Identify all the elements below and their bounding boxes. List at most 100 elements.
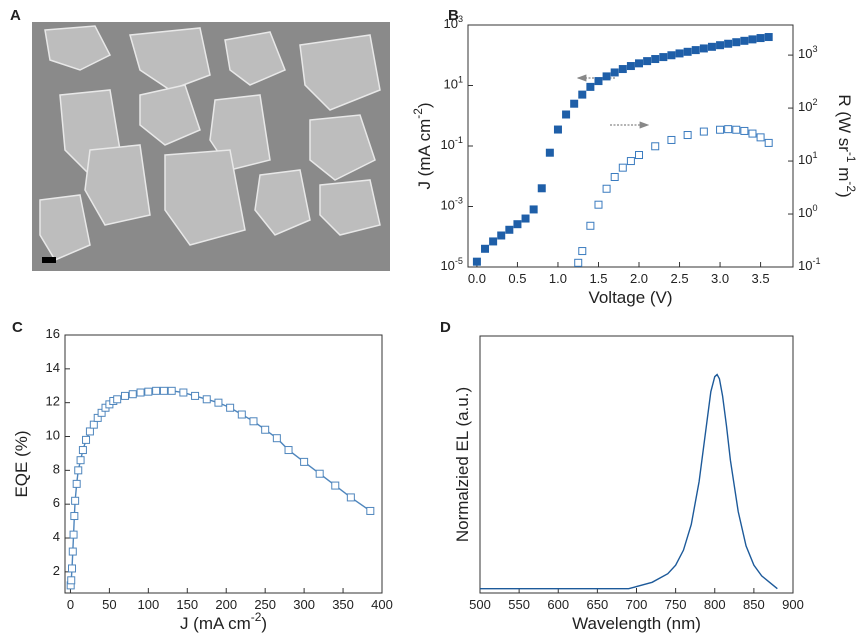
data-point [77,457,84,464]
data-point [717,42,724,49]
data-point [71,513,78,520]
data-point [611,69,618,76]
data-point [652,56,659,63]
y-axis-title: Normalzied EL (a.u.) [453,387,472,542]
data-point [749,130,756,137]
x-axis-title: Wavelength (nm) [572,614,701,633]
data-point [129,391,136,398]
data-point [595,78,602,85]
y-tick-label: 6 [53,496,60,511]
plot-frame [468,25,793,267]
data-point [473,258,480,265]
data-point [316,470,323,477]
data-point [627,158,634,165]
x-tick-label: 550 [508,597,530,612]
data-point [137,389,144,396]
data-point [490,238,497,245]
x-tick-label: 0 [67,597,74,612]
data-point [90,421,97,428]
data-point [575,259,582,266]
data-point [619,66,626,73]
data-point [227,404,234,411]
data-point [367,507,374,514]
data-point [563,111,570,118]
data-point [301,458,308,465]
data-point [652,143,659,150]
data-point [733,126,740,133]
data-point [72,497,79,504]
data-point [75,467,82,474]
data-point [238,411,245,418]
data-point [347,494,354,501]
data-point [70,531,77,538]
data-point [482,245,489,252]
data-point [538,185,545,192]
x-tick-label: 300 [293,597,315,612]
data-point [636,152,643,159]
data-point [579,248,586,255]
x-tick-label: 1.5 [589,271,607,286]
x-tick-label: 350 [332,597,354,612]
data-point [86,428,93,435]
data-point [114,396,121,403]
data-point [262,426,269,433]
data-point [765,34,772,41]
data-point [692,47,699,54]
data-point [69,565,76,572]
plot-frame [480,336,793,593]
y2-tick-label: 102 [798,97,818,114]
data-point [73,480,80,487]
data-point [660,54,667,61]
data-point [741,37,748,44]
y-tick-label: 101 [443,75,463,92]
data-point [192,392,199,399]
data-point [587,222,594,229]
data-point [668,52,675,59]
x-tick-label: 2.0 [630,271,648,286]
figure: AB0.00.51.01.52.02.53.03.510-510-310-110… [0,0,857,636]
data-point [514,221,521,228]
data-point [733,39,740,46]
x-tick-label: 3.0 [711,271,729,286]
data-point [627,63,634,70]
data-point [668,136,675,143]
y-axis-title: J (mA cm-2) [411,102,434,189]
y-tick-label: 10-3 [440,196,463,213]
data-point [180,389,187,396]
x-tick-label: 700 [626,597,648,612]
data-point [168,387,175,394]
data-point [546,149,553,156]
data-point [215,399,222,406]
data-point [749,36,756,43]
data-point [121,392,128,399]
data-point [203,396,210,403]
data-point [676,50,683,57]
data-point [145,388,152,395]
x-axis-title: Voltage (V) [588,288,672,307]
y-tick-label: 12 [46,394,60,409]
y2-tick-label: 10-1 [798,256,821,273]
data-point [700,45,707,52]
series-line [71,391,371,586]
data-point [619,164,626,171]
y-axis-title: EQE (%) [12,430,31,497]
data-point [273,435,280,442]
x-tick-label: 0.0 [468,271,486,286]
y-tick-label: 10-5 [440,256,463,273]
series-line [480,375,777,589]
y-tick-label: 10-1 [440,135,463,152]
sem-image [32,22,390,271]
x-tick-label: 100 [137,597,159,612]
page: AB0.00.51.01.52.02.53.03.510-510-310-110… [0,0,857,636]
data-point [587,83,594,90]
data-point [579,91,586,98]
x-tick-label: 850 [743,597,765,612]
data-point [757,35,764,42]
data-point [684,132,691,139]
y-tick-label: 103 [443,14,463,31]
y-tick-label: 8 [53,462,60,477]
data-point [708,43,715,50]
y-tick-label: 14 [46,360,60,375]
data-point [530,206,537,213]
data-point [595,201,602,208]
